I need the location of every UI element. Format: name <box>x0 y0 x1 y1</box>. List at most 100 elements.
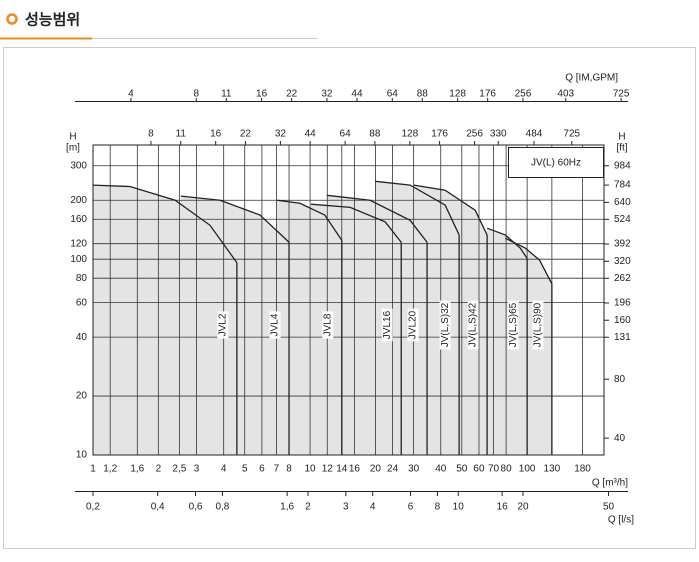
y-tick-label: 20 <box>76 391 88 402</box>
x4-tick-label: 0,4 <box>151 502 165 513</box>
y2-tick-label: 80 <box>614 374 626 385</box>
x4-axis-label: Q [l/s] <box>608 515 634 526</box>
x4-tick-label: 0,8 <box>215 502 229 513</box>
x-tick-label: 16 <box>349 464 361 475</box>
x-tick-label: 2 <box>156 464 162 475</box>
x-tick-label: 5 <box>242 464 248 475</box>
curve <box>92 184 238 264</box>
series-label-bg <box>407 308 419 342</box>
y-tick-label: 60 <box>76 297 88 308</box>
series-label-bg <box>507 300 519 350</box>
series-label: JV(L,S)65 <box>508 302 519 347</box>
x3-tick-label: 484 <box>526 129 543 140</box>
series-label: JV(L,S)32 <box>440 302 451 347</box>
curve <box>504 237 553 284</box>
x-axis-label: Q [m³/h] <box>592 478 628 489</box>
y2-tick-label: 524 <box>614 214 631 225</box>
y-tick-label: 200 <box>70 195 87 206</box>
x4-tick-label: 16 <box>497 502 509 513</box>
y-axis-label: H <box>69 132 76 143</box>
y2-tick-label: 160 <box>614 315 631 326</box>
x4-tick-label: 6 <box>408 502 414 513</box>
x-tick-label: 3 <box>194 464 200 475</box>
x-tick-label: 130 <box>544 464 561 475</box>
x2-tick-label: 725 <box>613 89 630 100</box>
y2-tick-label: 40 <box>614 433 626 444</box>
x4-tick-label: 1,6 <box>280 502 294 513</box>
series-label: JV(L,S)90 <box>533 302 544 347</box>
x2-tick-label: 403 <box>557 89 574 100</box>
y2-tick-label: 131 <box>614 332 631 343</box>
x3-tick-label: 128 <box>401 129 418 140</box>
x-tick-label: 2,5 <box>172 464 186 475</box>
x3-tick-label: 64 <box>340 129 352 140</box>
x2-tick-label: 8 <box>193 89 199 100</box>
curve <box>326 194 428 243</box>
curve <box>180 195 290 243</box>
y-tick-label: 160 <box>70 214 87 225</box>
x2-tick-label: 44 <box>351 89 363 100</box>
y2-axis-unit: [ft] <box>616 143 627 154</box>
series-label-bg <box>532 300 544 350</box>
x-tick-label: 40 <box>435 464 447 475</box>
curve <box>310 203 402 243</box>
x2-tick-label: 128 <box>449 89 466 100</box>
x3-tick-label: 256 <box>466 129 483 140</box>
x-tick-label: 14 <box>336 464 348 475</box>
y-tick-label: 80 <box>76 273 88 284</box>
x4-tick-label: 50 <box>603 502 615 513</box>
x2-tick-label: 4 <box>128 89 134 100</box>
x-tick-label: 10 <box>305 464 317 475</box>
x2-tick-label: 32 <box>321 89 333 100</box>
chart-box <box>3 47 696 549</box>
x-tick-label: 1,2 <box>103 464 117 475</box>
x3-tick-label: 8 <box>148 129 154 140</box>
y-tick-label: 100 <box>70 254 87 265</box>
x-tick-label: 70 <box>488 464 500 475</box>
curve <box>374 180 460 236</box>
x3-tick-label: 88 <box>369 129 381 140</box>
curve <box>413 184 488 236</box>
x3-tick-label: 16 <box>210 129 222 140</box>
series-label: JVL20 <box>408 310 419 339</box>
x-tick-label: 1,6 <box>130 464 144 475</box>
x2-tick-label: 22 <box>286 89 298 100</box>
x2-tick-label: 11 <box>221 89 232 100</box>
x2-tick-label: 88 <box>417 89 429 100</box>
x-tick-label: 60 <box>473 464 485 475</box>
title-icon <box>6 13 18 25</box>
curve <box>277 199 343 241</box>
series-label: JVL2 <box>218 313 229 336</box>
x-tick-label: 6 <box>259 464 265 475</box>
x-tick-label: 20 <box>370 464 382 475</box>
series-label: JVL16 <box>382 310 393 339</box>
x-tick-label: 80 <box>501 464 513 475</box>
x-tick-label: 1 <box>90 464 96 475</box>
series-label-bg <box>217 311 229 339</box>
series-label-bg <box>269 311 281 339</box>
x2-tick-label: 64 <box>387 89 399 100</box>
y2-tick-label: 196 <box>614 298 631 309</box>
annotation-box <box>508 147 604 178</box>
series-label-bg <box>467 300 479 350</box>
x3-tick-label: 176 <box>431 129 448 140</box>
x3-tick-label: 32 <box>275 129 287 140</box>
x3-tick-label: 44 <box>305 129 317 140</box>
x-tick-label: 7 <box>274 464 280 475</box>
x-tick-label: 24 <box>387 464 399 475</box>
x4-tick-label: 0,6 <box>189 502 203 513</box>
y-tick-label: 10 <box>76 450 88 461</box>
x3-tick-label: 330 <box>490 129 507 140</box>
y-tick-label: 300 <box>70 160 87 171</box>
x4-tick-label: 3 <box>343 502 349 513</box>
x3-tick-label: 725 <box>563 129 580 140</box>
y-axis-unit: [m] <box>66 143 80 154</box>
x-tick-label: 12 <box>322 464 334 475</box>
x4-tick-label: 2 <box>305 502 311 513</box>
x-tick-label: 4 <box>221 464 227 475</box>
series-label: JVL4 <box>270 313 281 336</box>
x4-tick-label: 10 <box>453 502 465 513</box>
y-tick-label: 120 <box>70 238 87 249</box>
